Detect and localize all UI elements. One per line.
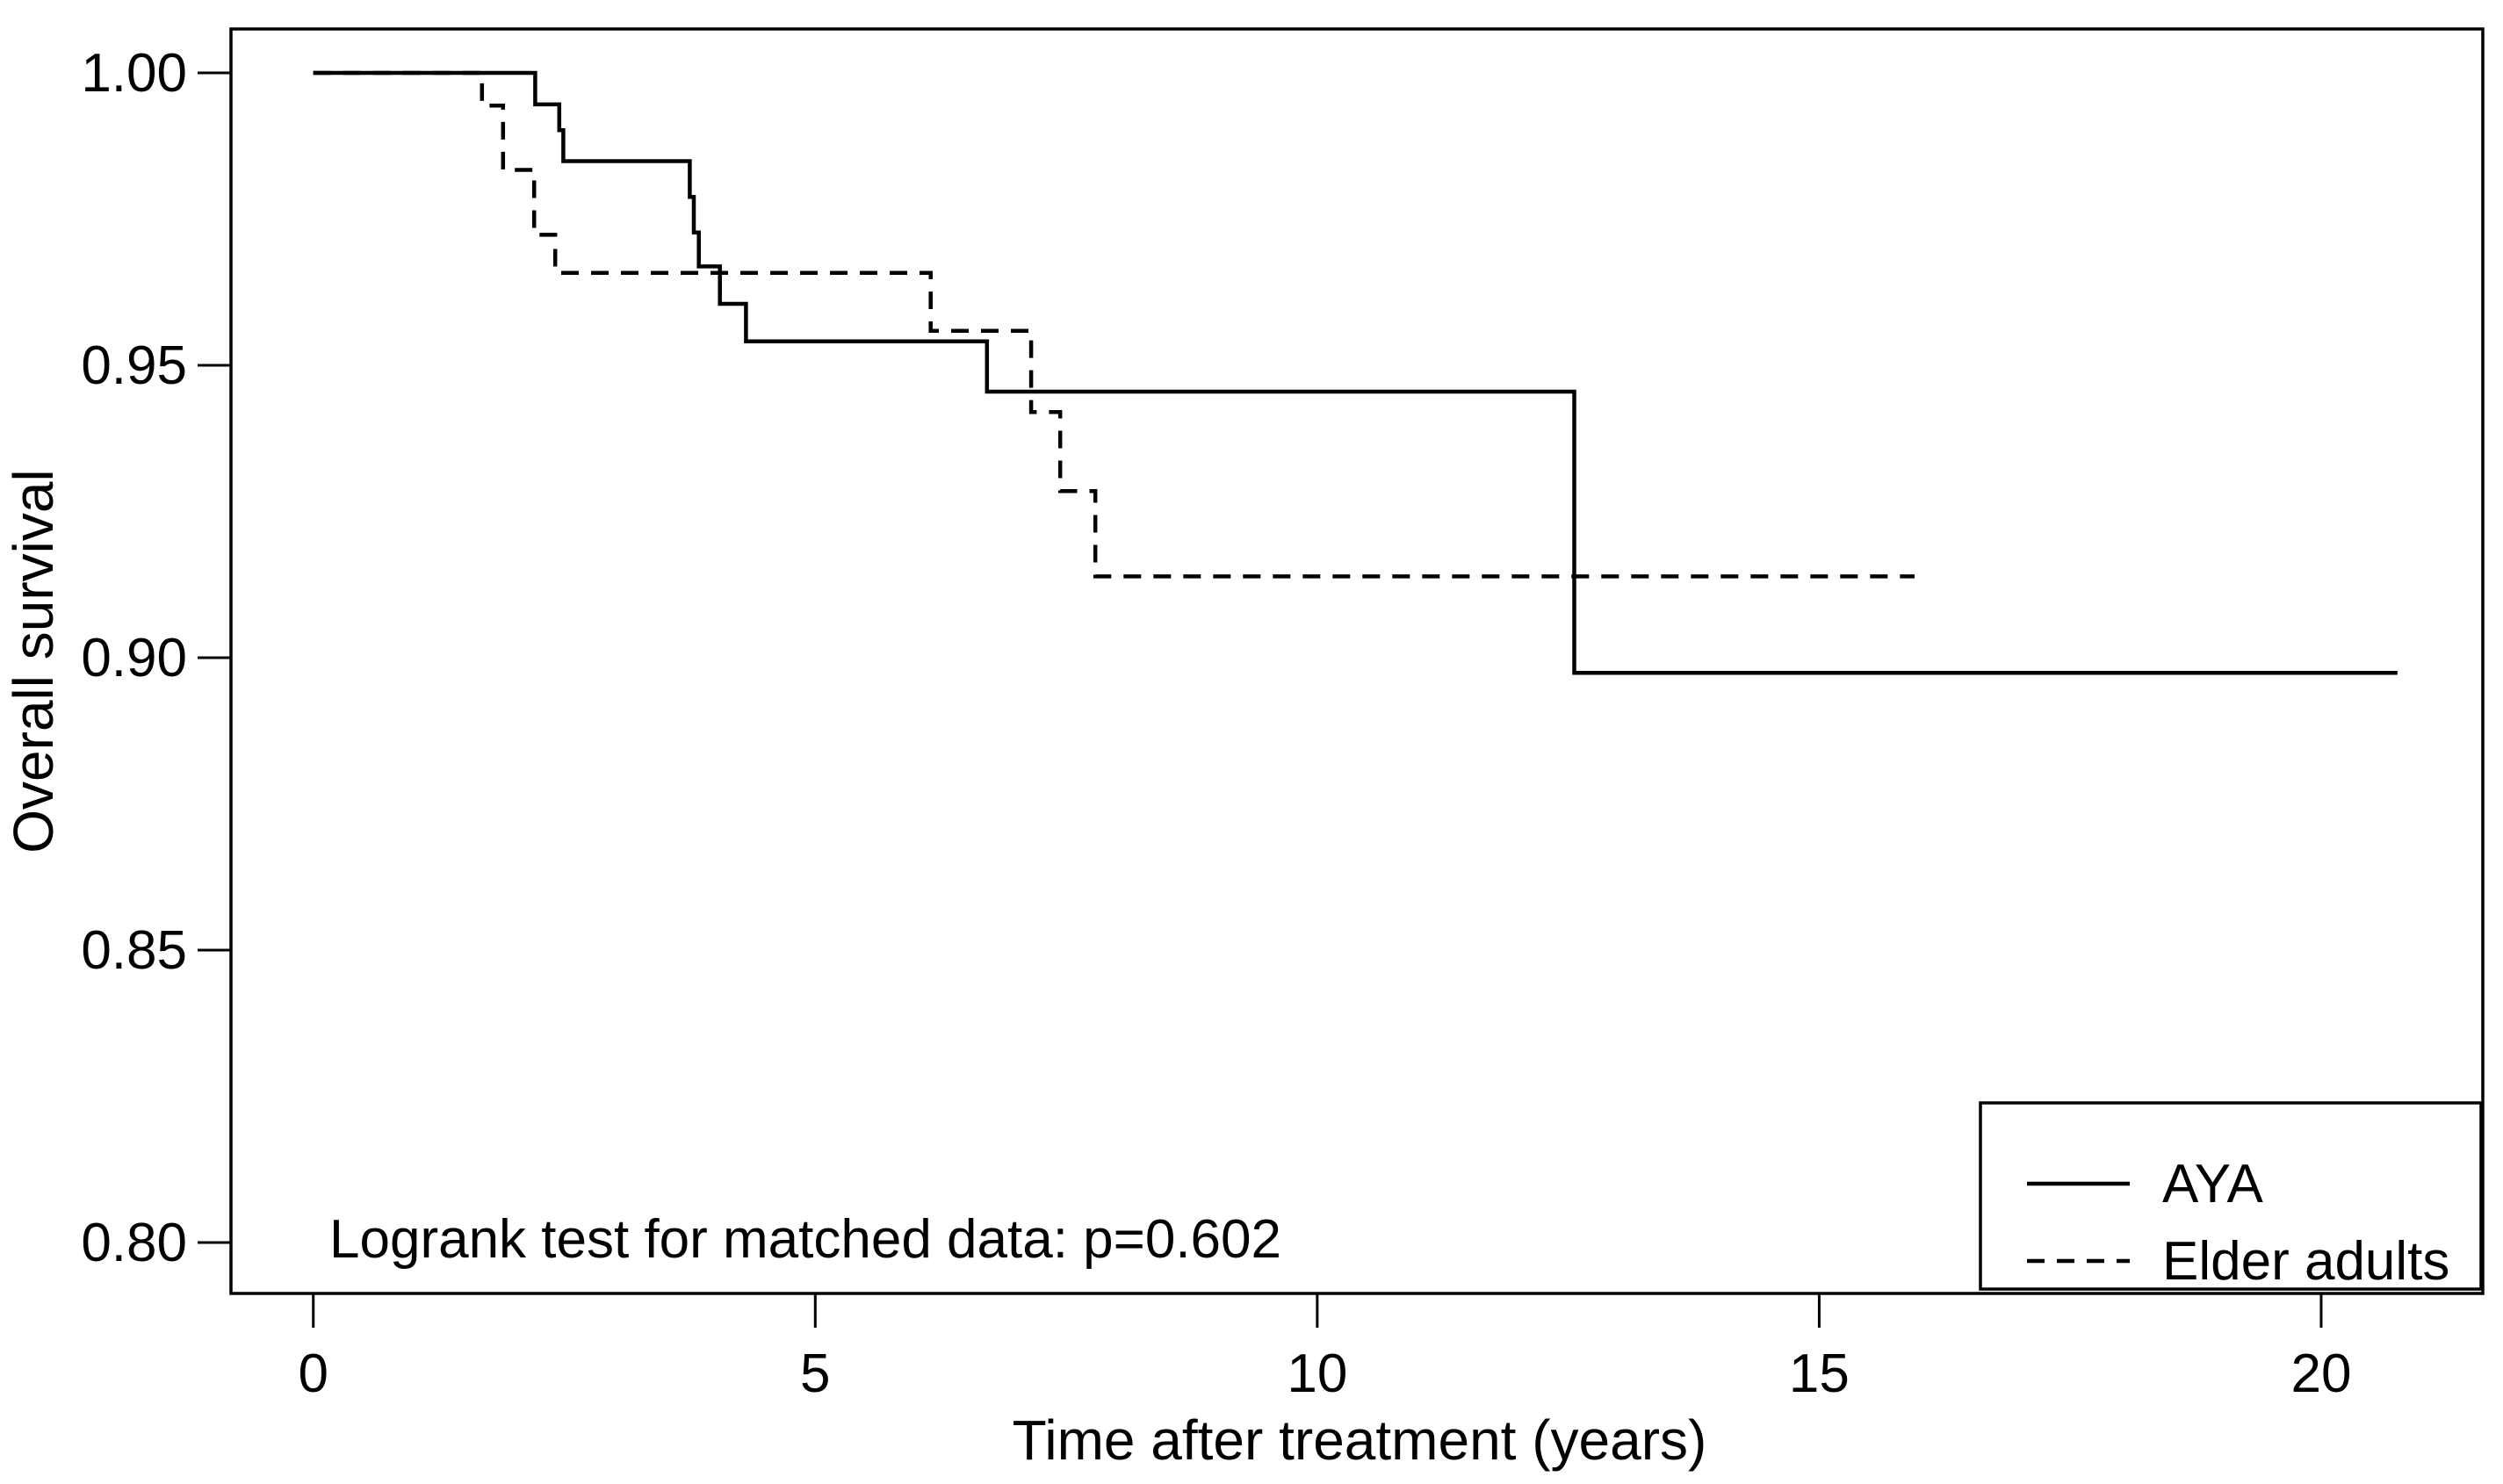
y-tick-label: 0.90 bbox=[81, 628, 187, 688]
legend-entries: AYA Elder adults bbox=[2027, 1154, 2449, 1292]
x-axis-title: Time after treatment (years) bbox=[1013, 1408, 1707, 1472]
x-tick-label: 0 bbox=[298, 1344, 328, 1404]
logrank-annotation: Logrank test for matched data: p=0.602 bbox=[329, 1209, 1281, 1270]
aya-curve-solid bbox=[313, 70, 2398, 675]
y-tick-label: 1.00 bbox=[81, 43, 187, 104]
y-tick-label: 0.85 bbox=[81, 920, 187, 981]
elder-adults-curve-dashed bbox=[313, 70, 1915, 579]
y-tick-label: 0.80 bbox=[81, 1213, 187, 1273]
plot-border bbox=[229, 27, 2485, 1295]
x-tick-label: 20 bbox=[2290, 1344, 2351, 1404]
x-tick-label: 5 bbox=[800, 1344, 830, 1404]
legend-label-aya: AYA bbox=[2162, 1154, 2264, 1214]
y-tick-label: 0.95 bbox=[81, 335, 187, 396]
y-axis: 1.00 0.95 0.90 0.85 0.80 bbox=[81, 43, 231, 1273]
legend: AYA Elder adults bbox=[1979, 1101, 2483, 1292]
legend-label-elder-adults: Elder adults bbox=[2162, 1231, 2449, 1292]
x-tick-label: 15 bbox=[1789, 1344, 1850, 1404]
y-axis-title: Overall survival bbox=[2, 469, 65, 853]
x-axis: 0 5 10 15 20 bbox=[298, 1293, 2351, 1404]
legend-box bbox=[1979, 1101, 2483, 1291]
x-tick-label: 10 bbox=[1287, 1344, 1347, 1404]
